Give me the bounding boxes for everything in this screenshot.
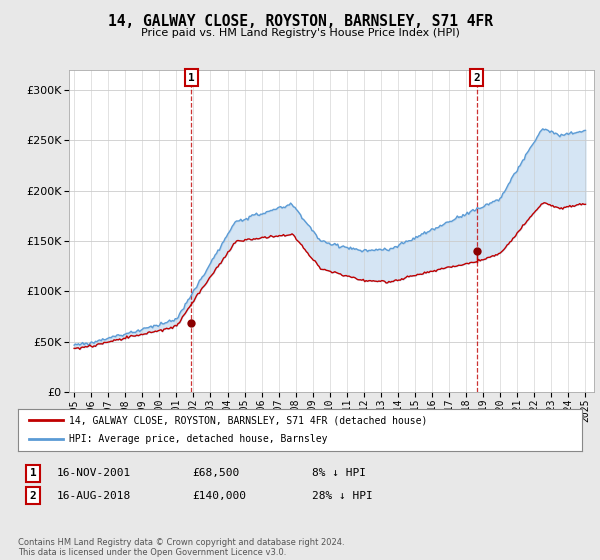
Text: 16-AUG-2018: 16-AUG-2018 [57,491,131,501]
Text: Price paid vs. HM Land Registry's House Price Index (HPI): Price paid vs. HM Land Registry's House … [140,28,460,38]
Text: 8% ↓ HPI: 8% ↓ HPI [312,468,366,478]
Text: 1: 1 [188,73,195,83]
Text: HPI: Average price, detached house, Barnsley: HPI: Average price, detached house, Barn… [69,435,327,445]
Text: £140,000: £140,000 [192,491,246,501]
Text: 28% ↓ HPI: 28% ↓ HPI [312,491,373,501]
Text: 2: 2 [473,73,480,83]
Text: £68,500: £68,500 [192,468,239,478]
Text: 1: 1 [29,468,37,478]
Text: 14, GALWAY CLOSE, ROYSTON, BARNSLEY, S71 4FR (detached house): 14, GALWAY CLOSE, ROYSTON, BARNSLEY, S71… [69,415,427,425]
Text: Contains HM Land Registry data © Crown copyright and database right 2024.
This d: Contains HM Land Registry data © Crown c… [18,538,344,557]
Text: 2: 2 [29,491,37,501]
Text: 14, GALWAY CLOSE, ROYSTON, BARNSLEY, S71 4FR: 14, GALWAY CLOSE, ROYSTON, BARNSLEY, S71… [107,14,493,29]
Text: 16-NOV-2001: 16-NOV-2001 [57,468,131,478]
